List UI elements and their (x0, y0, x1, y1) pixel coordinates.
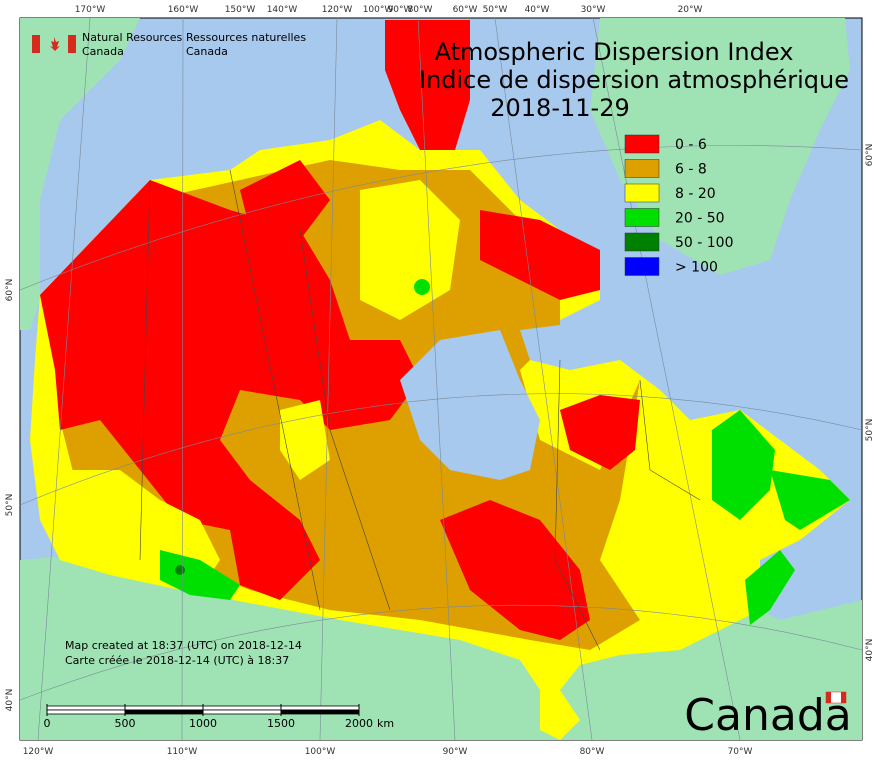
scale-segment (46, 705, 126, 711)
lon-label: 120°W (23, 747, 54, 757)
lon-label: 80°W (580, 747, 605, 757)
scale-label: 1500 (267, 717, 295, 730)
legend-label: 8 - 20 (675, 186, 716, 202)
legend-swatch (624, 208, 660, 227)
scale-segment (124, 709, 204, 715)
note: Map created at 18:37 (UTC) on 2018-12-14 (65, 639, 302, 652)
lat-label: 40°N (865, 639, 875, 662)
lon-label: 100°W (363, 5, 394, 15)
lat-label: 50°N (865, 419, 875, 442)
zone-0-6 (560, 395, 640, 470)
scale-segment (280, 705, 360, 711)
meridian (37, 17, 741, 741)
maple-leaf (50, 37, 60, 51)
scale-bar: 0 500 1000 1500 2000 km (44, 704, 394, 730)
zone-20-50 (770, 470, 850, 530)
lat-label: 40°N (5, 689, 15, 712)
scale-label: 1000 (189, 717, 217, 730)
lon-label: 80°W (408, 5, 433, 15)
zone-8-20 (280, 400, 330, 480)
graticule-labels: 170°W 160°W 150°W 140°W 120°W 100°W 90°W… (5, 5, 875, 757)
lon-label: 70°W (728, 747, 753, 757)
scale-label: 0 (44, 717, 51, 730)
lon-label: 160°W (168, 5, 199, 15)
scale-unit: km (377, 717, 394, 730)
logo: Natural Resources Canada Ressources natu… (32, 31, 306, 58)
scale-segment (202, 705, 282, 711)
scale-segment (202, 709, 282, 715)
wordmark-flag (841, 692, 846, 703)
province-border (139, 169, 701, 651)
legend-label: 0 - 6 (675, 137, 707, 153)
zone-50-100 (175, 565, 185, 575)
legend-label: 20 - 50 (675, 211, 725, 227)
lon-label: 40°W (525, 5, 550, 15)
united-states (20, 555, 862, 740)
scale-segment (46, 709, 126, 715)
lon-label: 120°W (322, 5, 353, 15)
map-frame (19, 17, 863, 741)
zone-0-6 (480, 210, 600, 300)
lon-label: 60°W (453, 5, 478, 15)
wordmark-flag (826, 692, 831, 703)
lon-label: 30°W (581, 5, 606, 15)
legend-swatch (624, 134, 660, 154)
lon-label: 170°W (75, 5, 106, 15)
zone-20-50 (160, 550, 240, 600)
logo-text: Canada (186, 45, 228, 58)
legend: 0 - 6 6 - 8 8 - 20 20 - 50 50 - 100 > 100 (624, 134, 734, 276)
legend-label: 6 - 8 (675, 162, 707, 178)
legend-swatch (624, 183, 660, 203)
legend-swatch (624, 232, 660, 252)
lon-label: 90°W (443, 747, 468, 757)
legend-swatch (624, 257, 660, 276)
lon-label: 150°W (225, 5, 256, 15)
zone-20-50 (745, 550, 795, 625)
lat-label: 60°N (5, 279, 15, 302)
scale-label: 500 (115, 717, 136, 730)
wordmark: Canada (684, 690, 851, 741)
lon-label: 50°W (483, 5, 508, 15)
hudson-bay (400, 330, 540, 480)
zone-8-20 (360, 180, 460, 320)
zone-0-6 (240, 160, 330, 240)
lon-label: 110°W (167, 747, 198, 757)
hudson-strait (520, 320, 620, 370)
legend-swatch (624, 159, 660, 178)
lon-label: 90°W (388, 5, 413, 15)
lon-label: 100°W (305, 747, 336, 757)
lat-label: 50°N (5, 494, 15, 517)
parallel (19, 145, 863, 701)
zone-0-6 (440, 500, 590, 640)
logo-text: Ressources naturelles (186, 31, 306, 44)
flag-bar (32, 35, 40, 53)
date: 2018-11-29 (490, 94, 629, 122)
scale-segment (124, 705, 204, 711)
title: Indice de dispersion atmosphérique (419, 66, 849, 94)
zone-0-6 (385, 20, 470, 150)
logo-text: Canada (82, 45, 124, 58)
title: Atmospheric Dispersion Index (435, 38, 794, 66)
lat-label: 60°N (865, 144, 875, 167)
zone-0-6 (40, 180, 420, 600)
scale-label: 2000 (345, 717, 373, 730)
legend-label: 50 - 100 (675, 235, 734, 251)
zone-20-50 (414, 279, 430, 295)
lon-label: 20°W (678, 5, 703, 15)
lon-label: 140°W (267, 5, 298, 15)
note: Carte créée le 2018-12-14 (UTC) à 18:37 (65, 654, 289, 667)
scale-segment (280, 709, 360, 715)
logo-text: Natural Resources (82, 31, 183, 44)
alaska (20, 18, 140, 330)
zone-20-50 (712, 410, 775, 520)
legend-label: > 100 (675, 260, 718, 276)
flag-bar (68, 35, 76, 53)
